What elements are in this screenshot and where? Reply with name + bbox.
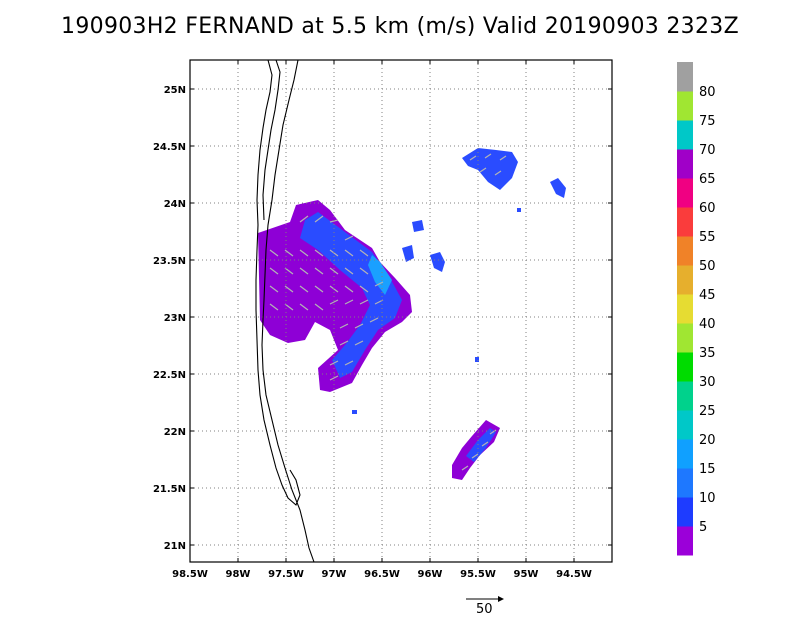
- colorbar-label: 30: [699, 375, 716, 390]
- wind-cell-9: [517, 208, 521, 212]
- lon-label: 96.5W: [364, 569, 400, 580]
- wind-field: [258, 148, 566, 480]
- colorbar-swatch: [677, 62, 693, 92]
- lon-label: 95.5W: [460, 569, 496, 580]
- wind-cell-7: [475, 357, 479, 362]
- lon-label: 94.5W: [556, 569, 592, 580]
- colorbar-label: 75: [699, 114, 716, 129]
- map-frame: [189, 59, 613, 563]
- wind-cell-8: [352, 410, 357, 414]
- lon-axis-labels: 98.5W 98W 97.5W 97W 96.5W 96W 95.5W 95W …: [172, 569, 592, 580]
- reference-vector: 50: [466, 596, 504, 617]
- colorbar-swatch: [677, 178, 693, 208]
- wind-region-west-core: [300, 212, 402, 378]
- wind-cell-5: [412, 220, 424, 232]
- lat-label: 21N: [164, 541, 186, 552]
- colorbar-swatch: [677, 323, 693, 353]
- colorbar-label: 25: [699, 404, 716, 419]
- lat-label: 23N: [164, 313, 186, 324]
- wind-region-west-cyan: [368, 255, 392, 295]
- wind-region-west: [258, 200, 412, 392]
- colorbar-swatch: [677, 352, 693, 382]
- colorbar-swatch: [677, 439, 693, 469]
- lon-label: 95W: [514, 569, 539, 580]
- lat-label: 24N: [164, 199, 186, 210]
- coastline: [255, 60, 315, 562]
- colorbar-label: 50: [699, 259, 716, 274]
- colorbar-label: 55: [699, 230, 716, 245]
- lat-label: 22.5N: [153, 370, 186, 381]
- lat-label: 22N: [164, 427, 186, 438]
- lon-label: 98W: [226, 569, 251, 580]
- colorbar-swatch: [677, 265, 693, 295]
- wind-vectors: [269, 153, 507, 471]
- colorbar-label: 20: [699, 433, 716, 448]
- wind-cell-6-core: [466, 428, 496, 462]
- colorbar-label: 40: [699, 317, 716, 332]
- colorbar-swatch: [677, 410, 693, 440]
- colorbar-label: 45: [699, 288, 716, 303]
- wind-cell-4: [402, 245, 414, 262]
- colorbar-label: 5: [699, 520, 707, 535]
- lat-label: 23.5N: [153, 256, 186, 267]
- colorbar-swatch: [677, 381, 693, 411]
- colorbar-swatch: [677, 294, 693, 324]
- colorbar-swatch: [677, 236, 693, 266]
- lat-label: 24.5N: [153, 142, 186, 153]
- lon-label: 97.5W: [268, 569, 304, 580]
- wind-cell-2: [550, 178, 566, 198]
- lat-label: 25N: [164, 85, 186, 96]
- colorbar-label: 70: [699, 143, 716, 158]
- colorbar-swatch: [677, 91, 693, 121]
- chart-title: 190903H2 FERNAND at 5.5 km (m/s) Valid 2…: [61, 14, 739, 39]
- colorbar-label: 35: [699, 346, 716, 361]
- colorbar: 5 10 15 20 25 30 35 40 45 50 55 60 65 70 75 80: [677, 62, 716, 556]
- colorbar-swatch: [677, 497, 693, 527]
- lon-label: 97W: [322, 569, 347, 580]
- wind-cell-3: [430, 252, 445, 272]
- colorbar-swatch: [677, 149, 693, 179]
- wind-cell-1: [462, 148, 518, 190]
- colorbar-label: 15: [699, 462, 716, 477]
- lon-label: 96W: [418, 569, 443, 580]
- colorbar-label: 65: [699, 172, 716, 187]
- colorbar-swatch: [677, 468, 693, 498]
- colorbar-label: 80: [699, 85, 716, 100]
- colorbar-swatch: [677, 120, 693, 150]
- lat-axis-labels: 25N 24.5N 24N 23.5N 23N 22.5N 22N 21.5N …: [153, 85, 186, 552]
- tick-marks: [190, 60, 612, 562]
- reference-vector-label: 50: [476, 602, 493, 617]
- lon-label: 98.5W: [172, 569, 208, 580]
- colorbar-swatch: [677, 526, 693, 556]
- colorbar-label: 10: [699, 491, 716, 506]
- lat-label: 21.5N: [153, 484, 186, 495]
- colorbar-label: 60: [699, 201, 716, 216]
- colorbar-swatch: [677, 207, 693, 237]
